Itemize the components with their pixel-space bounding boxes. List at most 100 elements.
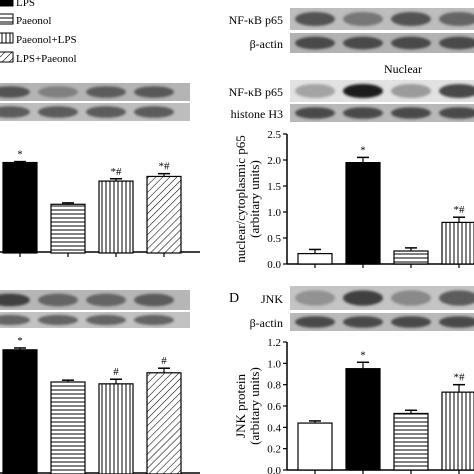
blot-band (134, 293, 174, 307)
blot-band (38, 314, 78, 326)
blot-label-jnk: JNK (261, 292, 283, 306)
blot-band (134, 106, 174, 118)
chart-right-top: 0.0 0.5 1.0 1.5 2.0 2.5 nuclear/cytoplasmic p6… (233, 129, 474, 271)
legend-swatch-solid (0, 0, 14, 7)
blot-band (343, 11, 383, 27)
blot-band (343, 107, 383, 119)
legend-item-paeonol: Paeonol (0, 13, 51, 27)
legend-swatch-hlines (0, 13, 14, 25)
y-axis-label: nuclear/cytoplasmic p65 (233, 135, 248, 262)
bar (98, 383, 134, 474)
y-tick-label: 0.8 (267, 380, 281, 392)
blot-band (295, 316, 335, 328)
blot-band (295, 36, 335, 50)
blot-band (439, 290, 474, 306)
legend-item-lps: LPS (0, 0, 35, 9)
blot-band (343, 83, 383, 99)
significance-mark: # (161, 355, 167, 367)
blot-band (391, 83, 431, 99)
blot-label-beta-actin-bottom: β-actin (250, 316, 283, 330)
blot-band (0, 293, 30, 307)
bar (393, 250, 429, 265)
y-tick-label: 1.0 (267, 358, 281, 370)
blot-label-histone: histone H3 (231, 107, 283, 121)
blot-band (439, 107, 474, 119)
blot-band (0, 106, 30, 118)
legend-swatch-vlines (0, 32, 14, 44)
y-tick-label: 1.0 (267, 207, 281, 219)
bar (393, 412, 429, 471)
y-tick-label: 2.0 (267, 155, 281, 167)
blot-band (391, 290, 431, 306)
bar (50, 203, 86, 254)
charts: **# *#0.00.51.01.52.02.5nuclear/cytoplasm… (0, 11, 474, 474)
blot-band (86, 314, 126, 326)
y-tick-label: 1.2 (267, 337, 281, 349)
blot-band (134, 314, 174, 326)
blot-band (343, 290, 383, 306)
blot-label-nfkb-nuc: NF-κB p65 (229, 85, 283, 99)
blot-band (343, 316, 383, 328)
blot-band (391, 11, 431, 27)
y-tick-label: 2.5 (267, 129, 281, 141)
y-tick-label: 0.6 (267, 401, 281, 413)
chart-right-bottom: 0.0 0.2 0.4 0.6 0.8 1.0 1.2 JNK protein (arbitar… (233, 337, 474, 474)
significance-mark: *# (454, 372, 466, 384)
blot-band (86, 293, 126, 307)
legend-label: LPS+Paeonol (16, 53, 77, 65)
bar (441, 391, 474, 471)
significance-mark: * (17, 335, 23, 347)
blot-label-beta-actin-top: β-actin (250, 37, 283, 51)
blot-band (295, 11, 335, 27)
legend-label: Paeonol+LPS (16, 34, 77, 46)
y-tick-label: 0.4 (267, 422, 281, 434)
nuclear-title: Nuclear (384, 62, 422, 76)
blot-label-nfkb-cyto: NF-κB p65 (229, 13, 283, 27)
bar (345, 368, 381, 471)
panel-label-d: D (229, 291, 239, 306)
blot-band (86, 106, 126, 118)
blot-band (391, 107, 431, 119)
bar (98, 180, 134, 254)
y-tick-label: 0.5 (267, 233, 281, 245)
bar (2, 161, 38, 254)
blot-band (439, 11, 474, 27)
y-tick-label: 0.2 (267, 444, 281, 456)
significance-mark: # (113, 366, 119, 378)
bar (146, 175, 182, 254)
y-tick-label: 1.5 (267, 181, 281, 193)
significance-mark: *# (454, 204, 466, 216)
legend-swatch-diag (0, 51, 14, 63)
y-tick-label: 0.0 (267, 465, 281, 474)
blot-band (0, 86, 30, 98)
blot-band (295, 290, 335, 306)
y-axis-label: (arbitary units) (247, 367, 262, 445)
significance-mark: * (360, 349, 366, 361)
y-axis-label: (arbitary units) (247, 160, 262, 238)
blot-band (439, 83, 474, 99)
blot-band (0, 314, 30, 326)
blot-band (439, 316, 474, 328)
blot-band (343, 36, 383, 50)
bar (345, 162, 381, 265)
bar (441, 221, 474, 265)
y-axis-label: JNK protein (233, 374, 248, 438)
significance-mark: *# (111, 166, 123, 178)
significance-mark: *# (159, 161, 171, 173)
significance-mark: * (360, 144, 366, 156)
chart-left-bottom: * # # (0, 335, 200, 474)
legend-item-lps-paeonol: LPS+Paeonol (0, 51, 77, 65)
legend: LPS Paeonol Paeonol+LPS LPS+Paeonol (0, 0, 77, 65)
bar (146, 372, 182, 474)
blot-band (439, 36, 474, 50)
blot-band (38, 293, 78, 307)
blot-band (86, 86, 126, 98)
bar (297, 253, 333, 265)
blot-band (38, 86, 78, 98)
blot-band (391, 316, 431, 328)
legend-label: Paeonol (16, 15, 51, 27)
legend-label: LPS (16, 0, 35, 9)
blot-band (295, 107, 335, 119)
significance-mark: * (17, 149, 23, 161)
